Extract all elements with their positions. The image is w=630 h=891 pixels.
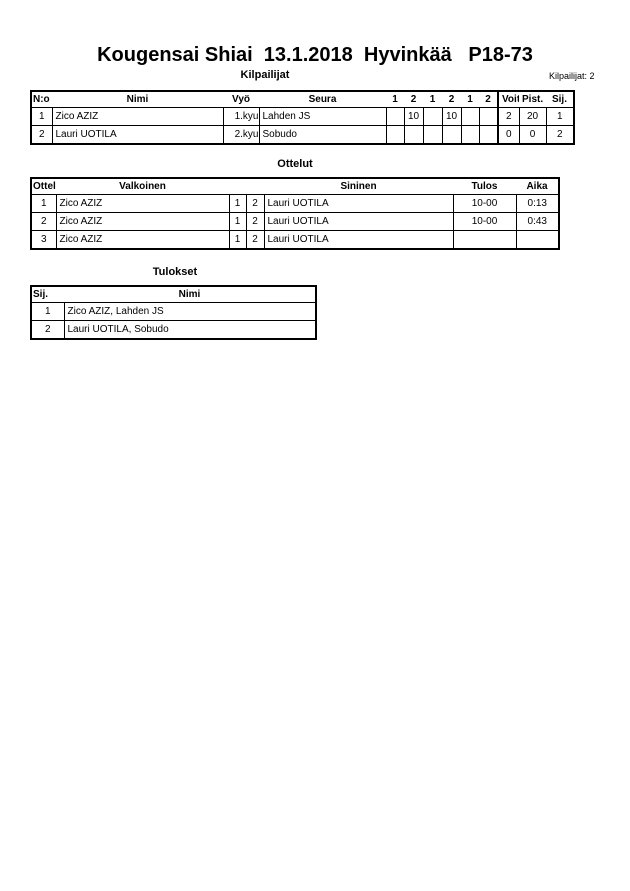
column-header xyxy=(229,178,246,195)
table-row: 1 Zico AZIZ 1.kyu Lahden JS 10 10 2 20 1 xyxy=(30,107,575,126)
table-cell: 2 xyxy=(245,230,265,250)
column-header: Seura xyxy=(259,91,386,108)
table-cell: 2 xyxy=(545,125,575,145)
table-cell: 1 xyxy=(30,194,57,213)
table-cell xyxy=(515,230,560,250)
table-row: 2 Zico AZIZ 1 2 Lauri UOTILA 10-00 0:43 xyxy=(30,212,560,231)
table-cell: 0:43 xyxy=(515,212,560,231)
table-cell: 2 xyxy=(497,107,520,126)
table-cell xyxy=(478,125,499,145)
column-header: Tulos xyxy=(453,178,516,195)
table-cell: 1 xyxy=(545,107,575,126)
table-cell: 1 xyxy=(228,194,247,213)
competitor-count: Kilpailijat: 2 xyxy=(549,71,595,81)
column-header: Sij. xyxy=(31,286,64,303)
table-row: 3 Zico AZIZ 1 2 Lauri UOTILA xyxy=(30,230,560,250)
table-cell xyxy=(385,125,405,145)
results-heading: Tulokset xyxy=(152,266,198,278)
table-cell: 2 xyxy=(245,212,265,231)
column-header: 2 xyxy=(442,91,461,108)
page-title: Kougensai Shiai 13.1.2018 Hyvinkää P18-7… xyxy=(97,44,533,66)
column-header: Ottelu xyxy=(31,178,56,195)
table-cell: 2 xyxy=(245,194,265,213)
table-cell: Lauri UOTILA xyxy=(263,194,454,213)
table-row: 1 Zico AZIZ, Lahden JS xyxy=(30,302,317,321)
table-cell xyxy=(422,125,443,145)
table-cell: 1 xyxy=(228,230,247,250)
column-header: Pist. xyxy=(519,91,546,108)
table-cell: 20 xyxy=(518,107,547,126)
table-cell: Lauri UOTILA xyxy=(51,125,224,145)
column-header: 1 xyxy=(423,91,442,108)
matches-heading: Ottelut xyxy=(277,158,313,170)
table-cell: 2 xyxy=(30,125,53,145)
column-header: Voit. xyxy=(497,91,519,108)
table-row: 2 Lauri UOTILA 2.kyu Sobudo 0 0 2 xyxy=(30,125,575,145)
table-cell: 10 xyxy=(441,107,462,126)
table-cell: 0:13 xyxy=(515,194,560,213)
table-cell: Zico AZIZ xyxy=(55,212,230,231)
table-cell: 2 xyxy=(30,212,57,231)
table-cell: Lauri UOTILA xyxy=(263,212,454,231)
column-header: Nimi xyxy=(52,91,223,108)
table-cell: 2 xyxy=(30,320,65,340)
table-cell xyxy=(403,125,424,145)
column-header: 2 xyxy=(404,91,423,108)
table-cell: 1 xyxy=(30,107,53,126)
column-header xyxy=(246,178,264,195)
table-cell xyxy=(385,107,405,126)
column-header: N:o xyxy=(31,91,52,108)
table-row: 1 Zico AZIZ 1 2 Lauri UOTILA 10-00 0:13 xyxy=(30,194,560,213)
results-table: Sij. Nimi 1 Zico AZIZ, Lahden JS 2 Lauri UOT… xyxy=(30,285,317,340)
column-header: Aika xyxy=(516,178,559,195)
table-cell xyxy=(422,107,443,126)
table-cell: Zico AZIZ xyxy=(55,194,230,213)
table-cell: 0 xyxy=(497,125,520,145)
table-cell: 3 xyxy=(30,230,57,250)
competitors-heading: Kilpailijat xyxy=(240,69,290,81)
table-cell: 10-00 xyxy=(452,194,517,213)
table-cell: 0 xyxy=(518,125,547,145)
table-cell xyxy=(460,107,480,126)
table-cell: 1 xyxy=(228,212,247,231)
column-header: 2 xyxy=(479,91,498,108)
table-cell: 10 xyxy=(403,107,424,126)
table-cell: Lauri UOTILA, Sobudo xyxy=(63,320,317,340)
column-header: Vyö xyxy=(223,91,259,108)
table-cell xyxy=(478,107,499,126)
table-row: 2 Lauri UOTILA, Sobudo xyxy=(30,320,317,340)
table-cell: 1.kyu xyxy=(222,107,260,126)
table-cell: 10-00 xyxy=(452,212,517,231)
table-cell: Sobudo xyxy=(258,125,387,145)
table-cell: 2.kyu xyxy=(222,125,260,145)
column-header: Nimi xyxy=(64,286,316,303)
column-header: 1 xyxy=(386,91,404,108)
competitors-table: N:oNimiVyöSeura121212Voit.Pist.Sij. 1Zic… xyxy=(30,90,575,145)
table-cell: Zico AZIZ, Lahden JS xyxy=(63,302,317,321)
column-header: Sij. xyxy=(546,91,574,108)
table-cell: Zico AZIZ xyxy=(55,230,230,250)
table-cell xyxy=(460,125,480,145)
table-cell: Lauri UOTILA xyxy=(263,230,454,250)
table-cell xyxy=(452,230,517,250)
column-header: Valkoinen xyxy=(56,178,229,195)
table-cell xyxy=(441,125,462,145)
table-cell: 1 xyxy=(30,302,65,321)
column-header: 1 xyxy=(461,91,479,108)
table-cell: Lahden JS xyxy=(258,107,387,126)
table-cell: Zico AZIZ xyxy=(51,107,224,126)
column-header: Sininen xyxy=(264,178,453,195)
